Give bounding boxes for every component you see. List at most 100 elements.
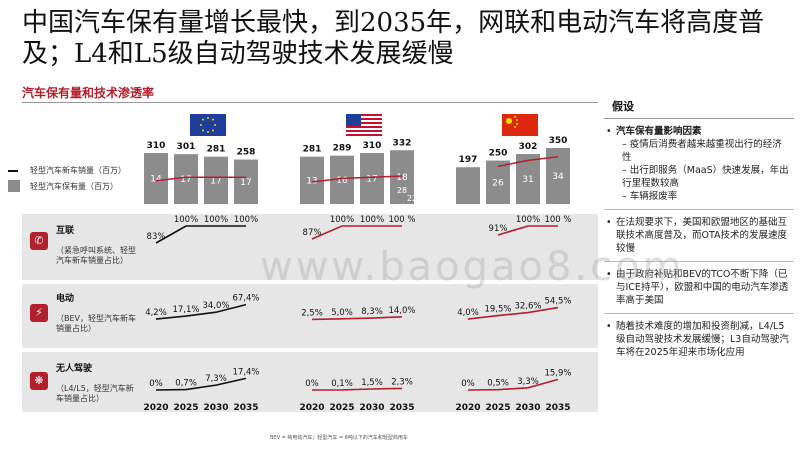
data-label: 100%	[330, 215, 354, 225]
bar	[204, 156, 228, 204]
assumption-item: • 汽车保有量影响因素 – 疫情后消费者越来越重视出行的经济性 – 出行即服务（…	[604, 119, 794, 210]
year-tick-label: 2025	[173, 403, 198, 413]
bar-value-label: 281	[303, 145, 322, 155]
data-label: 2,3%	[391, 377, 413, 387]
data-label: 54,5%	[544, 297, 571, 307]
sales-line	[497, 156, 559, 168]
row-label-electric: 电动 （BEV，轻型汽车新车销量占比）	[56, 294, 140, 334]
year-tick-label: 2020	[299, 403, 324, 413]
data-label: 19,5%	[484, 305, 511, 315]
row-desc-autonomous: （L4/L5，轻型汽车新车销量占比）	[56, 384, 134, 403]
assumption-sub-text: 疫情后消费者越来越重视出行的经济性	[622, 139, 782, 163]
legend-line-label: 轻型汽车新车销量（百万）	[30, 166, 126, 175]
trend-line	[311, 225, 402, 240]
bar-value-label: 258	[237, 148, 256, 158]
china-flag-icon	[502, 114, 538, 136]
bullet-icon: •	[606, 217, 612, 228]
year-tick-label: 2025	[485, 403, 510, 413]
legend-bar-label: 轻型汽车保有量（百万）	[30, 182, 118, 191]
page-title: 中国汽车保有量增长最快，到2035年，网联和电动汽车将高度普及；L4和L5级自动…	[22, 8, 765, 69]
data-label: 83%	[147, 232, 166, 242]
row-label-autonomous: 无人驾驶 （L4/L5，轻型汽车新车销量占比）	[56, 364, 140, 404]
data-label: 2,5%	[301, 308, 323, 318]
assumption-item: • 随着技术难度的增加和投资削减，L4/L5级自动驾驶技术发展缓慢；L3自动驾驶…	[604, 314, 794, 365]
data-label: 100%	[516, 215, 540, 225]
data-label: 0,7%	[175, 379, 197, 389]
data-label: 4,0%	[457, 308, 479, 318]
panel-autonomous	[22, 352, 598, 412]
sales-value-label: 17	[366, 175, 377, 185]
data-label: 100%	[174, 215, 198, 225]
sales-value-label: 26	[492, 178, 504, 188]
trend-line	[497, 225, 558, 236]
data-label: 1,5%	[361, 378, 383, 388]
data-label: 100%	[204, 215, 228, 225]
bar-value-label: 301	[177, 142, 196, 152]
bar-value-label: 281	[207, 145, 226, 155]
data-label: 5,0%	[331, 308, 353, 318]
legend-line-swatch	[8, 170, 18, 172]
data-label: 87%	[303, 228, 322, 238]
assumption-text: 由于政府补贴和BEV的TCO不断下降（已与ICE持平），欧盟和中国的电动汽车渗透…	[616, 269, 789, 306]
assumption-sub: – 出行即服务（MaaS）快速发展，年出行里程数较高	[622, 165, 789, 189]
assumptions-title: 假设	[604, 96, 794, 119]
assumptions-panel: 假设 • 汽车保有量影响因素 – 疫情后消费者越来越重视出行的经济性 – 出行即…	[604, 96, 794, 365]
chart-subtitle: 汽车保有量和技术渗透率	[22, 86, 155, 100]
year-tick-label: 2030	[203, 403, 228, 413]
bar-value-label: 302	[519, 142, 538, 152]
sales-value-label: 17	[240, 178, 251, 188]
bar-value-label: 332	[393, 138, 412, 148]
trend-line	[467, 378, 559, 391]
trend-line	[467, 306, 559, 320]
data-label: 0,5%	[487, 379, 509, 389]
data-label: 0,1%	[331, 379, 353, 389]
bar	[486, 160, 510, 204]
year-tick-label: 2035	[545, 403, 570, 413]
electric-plug-icon: ⚡	[30, 304, 48, 322]
bar	[234, 159, 258, 204]
sales-value-label: 16	[336, 176, 348, 186]
row-title-connected: 互联	[56, 226, 75, 236]
trend-line	[155, 377, 247, 391]
data-label: 17,4%	[232, 367, 259, 377]
assumption-text: 随着技术难度的增加和投资削减，L4/L5级自动驾驶技术发展缓慢；L3自动驾驶汽车…	[616, 321, 789, 358]
data-label: 100 %	[388, 215, 415, 225]
extra-label: 22	[407, 194, 417, 203]
assumption-text: 汽车保有量影响因素	[616, 126, 702, 137]
us-flag-icon	[346, 114, 382, 136]
assumption-item: • 由于政府补贴和BEV的TCO不断下降（已与ICE持平），欧盟和中国的电动汽车…	[604, 262, 794, 314]
extra-label: 28	[397, 186, 407, 195]
trend-line	[311, 387, 403, 391]
bar-value-label: 250	[489, 149, 508, 159]
data-label: 0%	[305, 379, 319, 389]
data-label: 8,3%	[361, 307, 383, 317]
footnote: BEV = 纯电动汽车；轻型汽车 = 6吨以下的汽车和轻型商用车	[270, 435, 408, 441]
row-desc-electric: （BEV，轻型汽车新车销量占比）	[56, 314, 137, 333]
bar-value-label: 350	[549, 136, 568, 146]
data-label: 67,4%	[232, 294, 259, 304]
subtitle-divider	[22, 102, 598, 103]
connected-phone-icon: ✆	[30, 232, 48, 250]
data-label: 100%	[360, 215, 384, 225]
data-label: 34,0%	[202, 301, 229, 311]
bar-value-label: 310	[147, 141, 166, 151]
bar-value-label: 289	[333, 144, 352, 154]
data-label: 100%	[234, 215, 258, 225]
trend-line	[155, 303, 247, 320]
eu-flag-icon	[190, 114, 226, 136]
sales-value-label: 17	[210, 176, 221, 186]
assumption-sub-text: 出行即服务（MaaS）快速发展，年出行里程数较高	[622, 165, 789, 189]
data-label: 32,6%	[514, 302, 541, 312]
bar	[144, 153, 168, 204]
year-tick-label: 2025	[329, 403, 354, 413]
watermark: www.baogao8.com	[260, 244, 685, 290]
row-title-autonomous: 无人驾驶	[56, 364, 93, 374]
sales-value-label: 14	[150, 175, 162, 185]
bar	[456, 167, 480, 204]
panel-connected	[22, 214, 598, 280]
data-label: 14,0%	[388, 306, 415, 316]
bullet-icon: •	[606, 269, 612, 280]
data-label: 7,3%	[205, 374, 227, 384]
data-label: 4,2%	[145, 308, 167, 318]
year-tick-label: 2020	[455, 403, 480, 413]
